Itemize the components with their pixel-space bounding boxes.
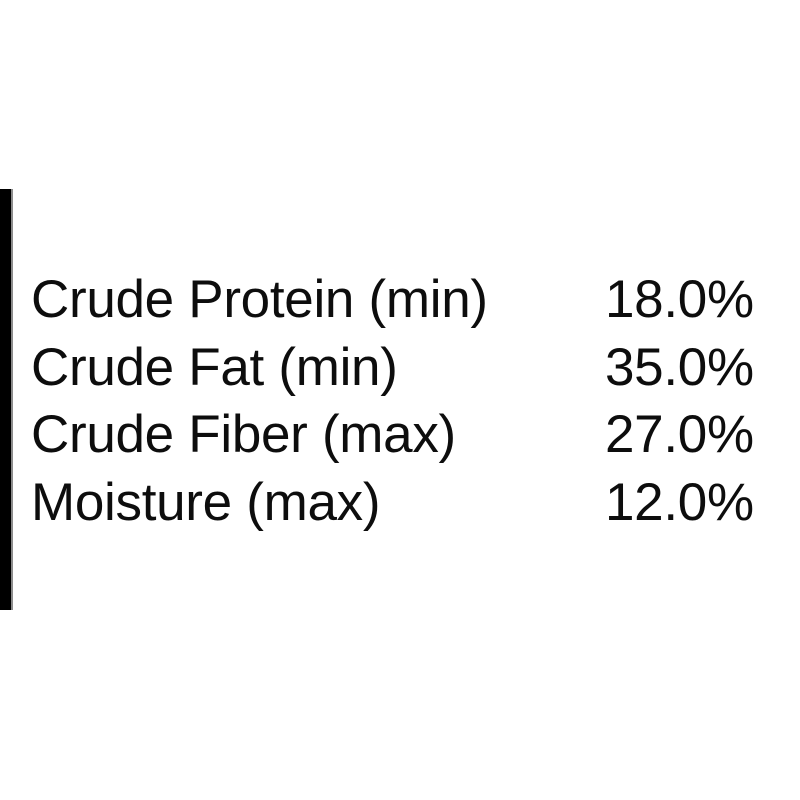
table-row: Crude Protein (min) 18.0%	[31, 266, 754, 334]
table-row: Crude Fiber (max) 27.0%	[31, 401, 754, 469]
label-edge-bar	[0, 189, 13, 610]
nutrient-value: 12.0%	[605, 472, 754, 532]
table-row: Crude Fat (min) 35.0%	[31, 334, 754, 402]
nutrient-value: 18.0%	[605, 270, 754, 329]
table-row: Moisture (max) 12.0%	[31, 469, 754, 537]
nutrient-label: Crude Fat (min)	[31, 337, 398, 397]
nutrient-label: Moisture (max)	[31, 472, 381, 532]
guaranteed-analysis-table: Crude Protein (min) 18.0% Crude Fat (min…	[31, 266, 754, 537]
nutrient-value: 27.0%	[605, 405, 754, 464]
nutrient-label: Crude Fiber (max)	[31, 405, 456, 464]
nutrient-value: 35.0%	[605, 337, 754, 397]
nutrient-label: Crude Protein (min)	[31, 270, 488, 329]
